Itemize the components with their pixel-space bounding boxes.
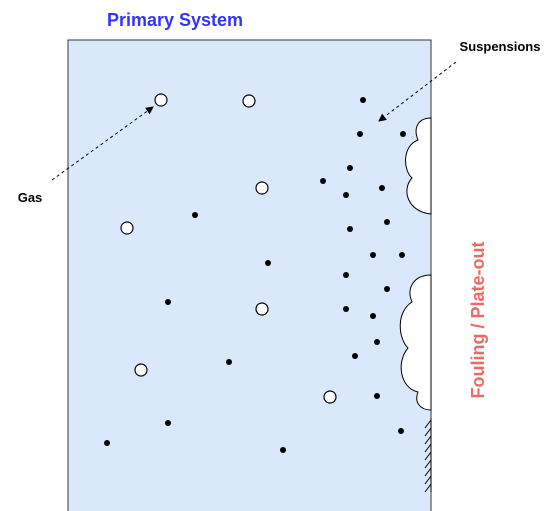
title: Primary System	[107, 10, 243, 30]
suspensions-label: Suspensions	[460, 39, 541, 54]
page: Primary System Suspensions Gas Fouling /…	[0, 0, 548, 511]
vessel	[68, 40, 431, 511]
fouling-label: Fouling / Plate-out	[468, 242, 488, 399]
diagram: Primary System Suspensions Gas Fouling /…	[0, 0, 548, 511]
gas-label: Gas	[18, 190, 43, 205]
